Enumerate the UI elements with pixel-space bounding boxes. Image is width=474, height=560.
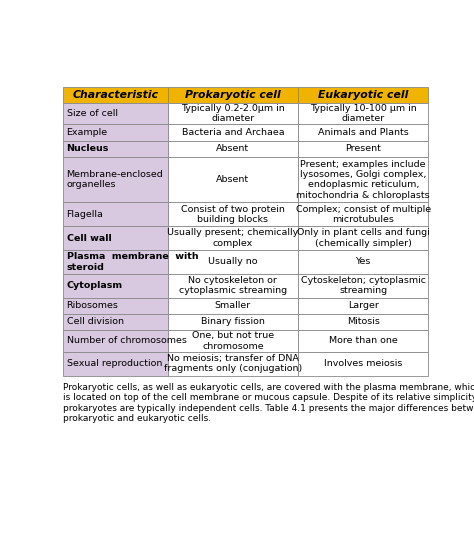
- Bar: [63, 124, 168, 141]
- Text: One, but not true
chromosome: One, but not true chromosome: [192, 331, 274, 351]
- Bar: [168, 124, 298, 141]
- Text: Involves meiosis: Involves meiosis: [324, 359, 402, 368]
- Text: No cytoskeleton or
cytoplasmic streaming: No cytoskeleton or cytoplasmic streaming: [179, 276, 287, 295]
- Bar: [63, 297, 168, 314]
- Text: Usually no: Usually no: [208, 258, 257, 267]
- Text: Cell division: Cell division: [66, 318, 124, 326]
- Text: Typically 10-100 μm in
diameter: Typically 10-100 μm in diameter: [310, 104, 417, 123]
- Text: Number of chromosomes: Number of chromosomes: [66, 337, 186, 346]
- Text: No meiosis; transfer of DNA
fragments only (conjugation): No meiosis; transfer of DNA fragments on…: [164, 354, 302, 374]
- Bar: [298, 202, 428, 226]
- Text: Yes: Yes: [356, 258, 371, 267]
- Text: Membrane-enclosed
organelles: Membrane-enclosed organelles: [66, 170, 164, 189]
- Text: Cytoplasm: Cytoplasm: [66, 281, 123, 290]
- Text: Present; examples include
lysosomes, Golgi complex,
endoplasmic reticulum,
mitoc: Present; examples include lysosomes, Gol…: [296, 160, 430, 200]
- Bar: [298, 297, 428, 314]
- Text: Animals and Plants: Animals and Plants: [318, 128, 409, 137]
- Text: Larger: Larger: [348, 301, 379, 310]
- Bar: [298, 226, 428, 250]
- Text: Only in plant cells and fungi
(chemically simpler): Only in plant cells and fungi (chemicall…: [297, 228, 429, 248]
- Text: Plasma  membrane  with
steroid: Plasma membrane with steroid: [66, 252, 198, 272]
- Bar: [298, 157, 428, 202]
- Bar: [168, 297, 298, 314]
- Bar: [168, 274, 298, 297]
- Bar: [63, 141, 168, 157]
- Text: Flagella: Flagella: [66, 210, 103, 219]
- Bar: [63, 202, 168, 226]
- Text: Typically 0.2-2.0μm in
diameter: Typically 0.2-2.0μm in diameter: [181, 104, 285, 123]
- Text: Sexual reproduction: Sexual reproduction: [66, 359, 162, 368]
- Bar: [298, 250, 428, 274]
- Bar: [63, 226, 168, 250]
- Bar: [168, 103, 298, 124]
- Text: Nucleus: Nucleus: [66, 144, 109, 153]
- Text: Size of cell: Size of cell: [66, 109, 118, 118]
- Bar: [168, 330, 298, 352]
- Text: Ribosomes: Ribosomes: [66, 301, 118, 310]
- Bar: [298, 314, 428, 330]
- Text: Eukaryotic cell: Eukaryotic cell: [318, 90, 409, 100]
- Text: Present: Present: [345, 144, 381, 153]
- Bar: [168, 157, 298, 202]
- Bar: [63, 274, 168, 297]
- Bar: [63, 250, 168, 274]
- Bar: [63, 352, 168, 376]
- Text: Consist of two protein
building blocks: Consist of two protein building blocks: [181, 204, 285, 224]
- Bar: [63, 87, 168, 103]
- Bar: [298, 274, 428, 297]
- Text: Mitosis: Mitosis: [347, 318, 380, 326]
- Bar: [298, 352, 428, 376]
- Bar: [168, 202, 298, 226]
- Text: Bacteria and Archaea: Bacteria and Archaea: [182, 128, 284, 137]
- Bar: [168, 250, 298, 274]
- Bar: [63, 103, 168, 124]
- Text: Prokaryotic cell: Prokaryotic cell: [185, 90, 281, 100]
- Bar: [298, 87, 428, 103]
- Bar: [168, 141, 298, 157]
- Bar: [298, 103, 428, 124]
- Text: Cell wall: Cell wall: [66, 234, 111, 242]
- Text: Cytoskeleton; cytoplasmic
streaming: Cytoskeleton; cytoplasmic streaming: [301, 276, 426, 295]
- Bar: [298, 141, 428, 157]
- Bar: [63, 314, 168, 330]
- Bar: [168, 87, 298, 103]
- Text: Binary fission: Binary fission: [201, 318, 265, 326]
- Text: Usually present; chemically
complex: Usually present; chemically complex: [167, 228, 299, 248]
- Bar: [63, 330, 168, 352]
- Text: Characteristic: Characteristic: [72, 90, 158, 100]
- Text: Absent: Absent: [216, 175, 249, 184]
- Text: Prokaryotic cells, as well as eukaryotic cells, are covered with the plasma memb: Prokaryotic cells, as well as eukaryotic…: [63, 383, 474, 423]
- Text: Absent: Absent: [216, 144, 249, 153]
- Text: Example: Example: [66, 128, 108, 137]
- Bar: [168, 314, 298, 330]
- Bar: [168, 226, 298, 250]
- Text: Smaller: Smaller: [215, 301, 251, 310]
- Text: More than one: More than one: [329, 337, 398, 346]
- Bar: [298, 124, 428, 141]
- Bar: [63, 157, 168, 202]
- Bar: [298, 330, 428, 352]
- Text: Complex; consist of multiple
microtubules: Complex; consist of multiple microtubule…: [296, 204, 431, 224]
- Bar: [168, 352, 298, 376]
